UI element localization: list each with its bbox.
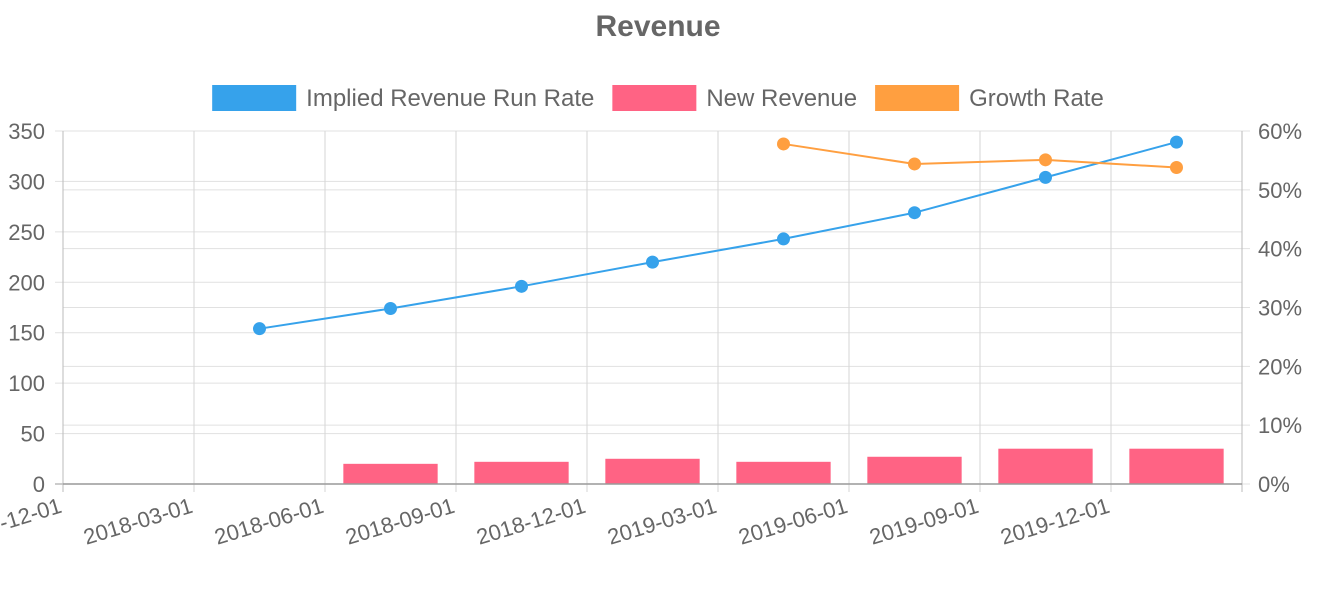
x-tick-label: 2019-12-01	[998, 493, 1113, 550]
x-tick-label: 2017-12-01	[0, 493, 64, 550]
bar-new-revenue	[998, 448, 1093, 484]
line-implied-revenue-run-rate	[259, 141, 1177, 330]
bar-new-revenue	[343, 463, 438, 484]
legend-swatch	[875, 85, 960, 111]
y-left-tick-label: 100	[8, 371, 45, 396]
y-right-tick-label: 0%	[1258, 472, 1290, 497]
legend-label: Implied Revenue Run Rate	[306, 85, 594, 112]
y-left-tick-label: 350	[8, 119, 45, 144]
point-implied-revenue-run-rate	[777, 232, 790, 246]
bars	[343, 448, 1224, 484]
legend-item[interactable]: Growth Rate	[875, 85, 1104, 112]
y-right-tick-label: 10%	[1258, 413, 1302, 438]
point-growth-rate	[1170, 160, 1183, 174]
y-left-tick-label: 200	[8, 270, 45, 295]
point-implied-revenue-run-rate	[253, 322, 266, 336]
point-implied-revenue-run-rate	[384, 302, 397, 316]
legend: Implied Revenue Run Rate New Revenue Growt…	[212, 85, 1104, 112]
bar-new-revenue	[736, 461, 831, 484]
y-right-tick-label: 40%	[1258, 237, 1302, 262]
y-right-tick-label: 50%	[1258, 178, 1302, 203]
grid	[55, 130, 1250, 492]
bar-new-revenue	[605, 458, 700, 484]
point-implied-revenue-run-rate	[908, 206, 921, 220]
y-left-tick-label: 300	[8, 169, 45, 194]
line-growth-rate	[783, 142, 1177, 169]
x-tick-label: 2018-12-01	[474, 493, 589, 550]
x-tick-label: 2018-06-01	[212, 493, 327, 550]
x-tick-label: 2019-03-01	[605, 493, 720, 550]
point-growth-rate	[1039, 153, 1052, 167]
bar-new-revenue	[474, 461, 569, 484]
x-tick-label: 2018-03-01	[81, 493, 196, 550]
y-right-tick-label: 20%	[1258, 354, 1302, 379]
y-right-tick-label: 60%	[1258, 119, 1302, 144]
bar-new-revenue	[867, 456, 962, 484]
x-tick-label: 2019-06-01	[736, 493, 851, 550]
chart-title: Revenue	[595, 10, 720, 43]
point-implied-revenue-run-rate	[515, 279, 528, 293]
point-implied-revenue-run-rate	[1039, 170, 1052, 184]
point-implied-revenue-run-rate	[1170, 135, 1183, 149]
y-right-tick-label: 30%	[1258, 296, 1302, 321]
legend-item[interactable]: Implied Revenue Run Rate	[212, 85, 594, 112]
legend-label: New Revenue	[706, 85, 857, 112]
y-left-tick-label: 150	[8, 321, 45, 346]
bar-new-revenue	[1129, 448, 1224, 484]
point-implied-revenue-run-rate	[646, 255, 659, 269]
point-growth-rate	[777, 137, 790, 151]
legend-swatch	[612, 85, 697, 111]
axes: 0 50 100 150 200 250 300 350 0% 10% 20% 30% 40% 50% 60…	[0, 119, 1302, 550]
point-growth-rate	[908, 157, 921, 171]
legend-item[interactable]: New Revenue	[612, 85, 857, 112]
y-left-tick-label: 0	[33, 472, 45, 497]
y-left-tick-label: 50	[21, 422, 45, 447]
x-tick-label: 2018-09-01	[343, 493, 458, 550]
legend-swatch	[212, 85, 297, 111]
lines	[253, 135, 1183, 336]
y-left-tick-label: 250	[8, 220, 45, 245]
x-tick-label: 2019-09-01	[867, 493, 982, 550]
legend-label: Growth Rate	[969, 85, 1104, 112]
